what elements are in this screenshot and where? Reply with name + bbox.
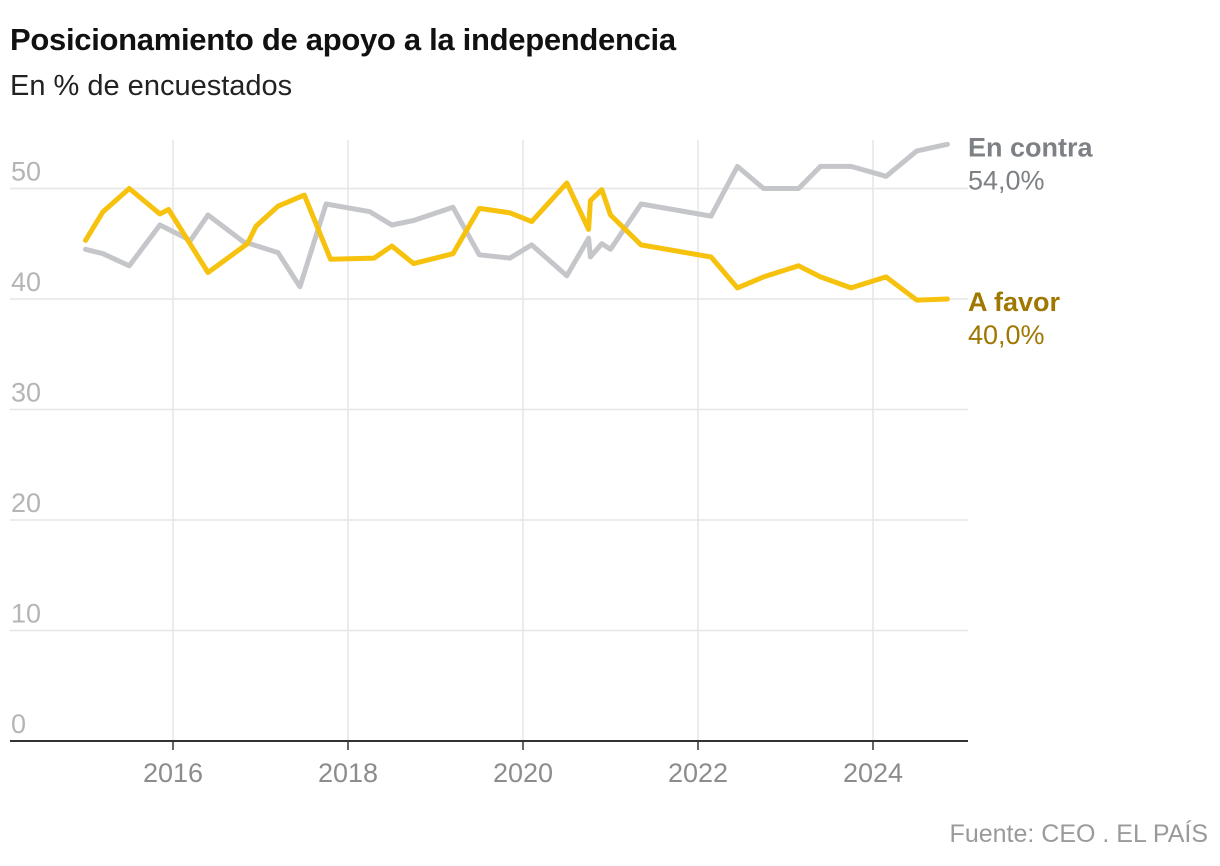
y-axis-ticks: 0 10 20 30 40 50 bbox=[11, 157, 41, 740]
series-line-en-contra bbox=[83, 141, 950, 290]
source-note: Fuente: CEO . EL PAÍS bbox=[949, 820, 1208, 848]
y-tick-label-20: 20 bbox=[11, 488, 41, 518]
grid-lines bbox=[10, 140, 968, 741]
chart-title: Posicionamiento de apoyo a la independen… bbox=[10, 22, 676, 57]
x-tick-label-2016: 2016 bbox=[143, 758, 203, 788]
x-tick-label-2018: 2018 bbox=[318, 758, 378, 788]
x-axis-ticks: 2016 2018 2020 2022 2024 bbox=[143, 741, 903, 788]
series-line-a-favor bbox=[83, 180, 950, 303]
x-tick-label-2024: 2024 bbox=[843, 758, 903, 788]
y-tick-label-30: 30 bbox=[11, 378, 41, 408]
chart-subtitle: En % de encuestados bbox=[10, 70, 293, 102]
y-tick-label-40: 40 bbox=[11, 267, 41, 297]
y-tick-label-0: 0 bbox=[11, 709, 26, 739]
series-lines bbox=[83, 141, 950, 303]
x-tick-label-2022: 2022 bbox=[668, 758, 728, 788]
x-tick-label-2020: 2020 bbox=[493, 758, 553, 788]
series-end-value-a-favor: 40,0% bbox=[968, 320, 1045, 350]
series-end-value-en-contra: 54,0% bbox=[968, 165, 1045, 195]
series-label-a-favor: A favor bbox=[968, 287, 1061, 317]
y-tick-label-50: 50 bbox=[11, 157, 41, 187]
series-label-en-contra: En contra bbox=[968, 132, 1094, 162]
y-tick-label-10: 10 bbox=[11, 599, 41, 629]
